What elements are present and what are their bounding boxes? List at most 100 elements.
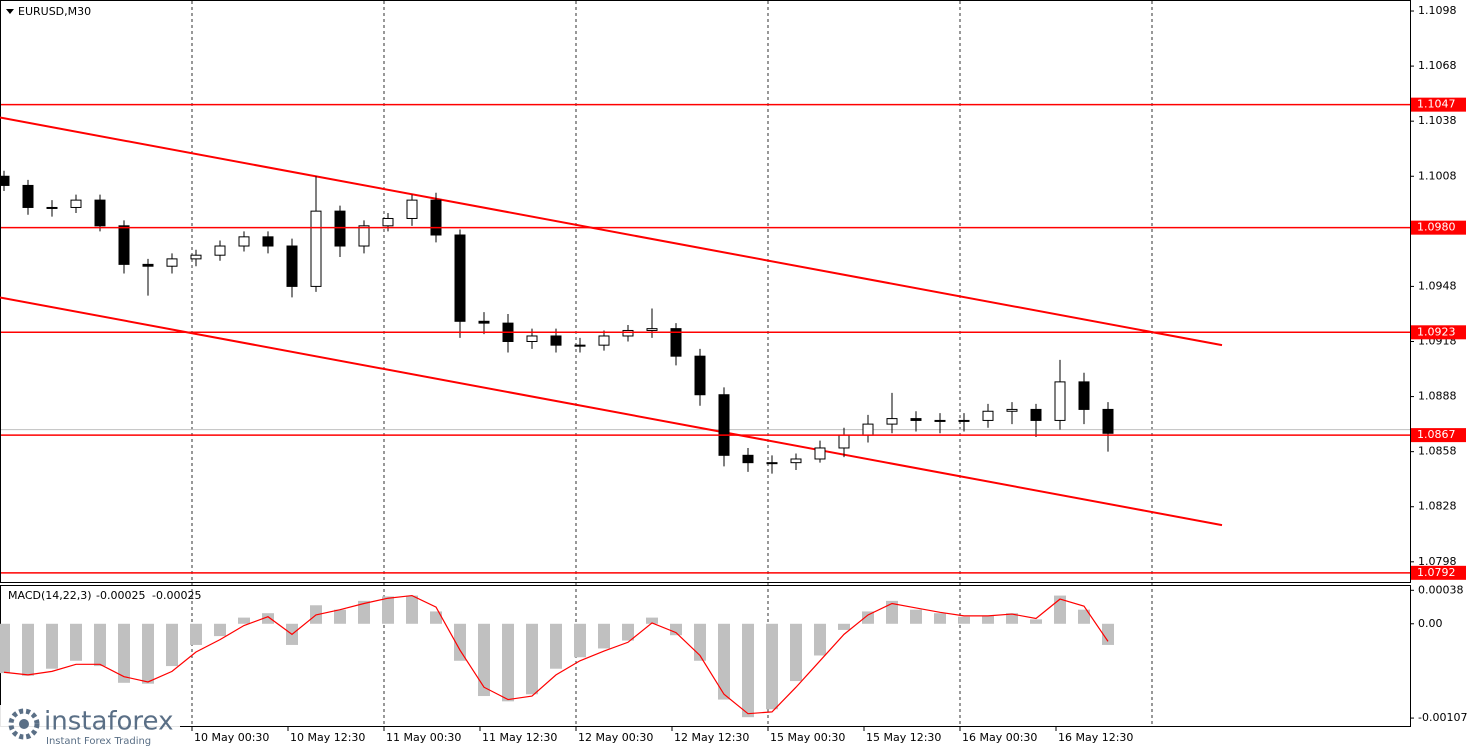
macd-histogram-bar <box>430 611 442 624</box>
macd-histogram-bar <box>958 616 970 624</box>
macd-histogram-bar <box>790 623 802 682</box>
x-tick-label: 10 May 00:30 <box>194 731 269 744</box>
candle-body <box>118 225 130 265</box>
x-tick-label: 15 May 00:30 <box>770 731 845 744</box>
watermark-bg <box>0 705 180 750</box>
watermark: instaforex Instant Forex Trading <box>0 705 180 750</box>
macd-histogram-bar <box>190 623 202 645</box>
x-tick-label: 11 May 12:30 <box>482 731 557 744</box>
macd-histogram-bar <box>910 609 922 624</box>
trend-line <box>0 296 1223 527</box>
candle-body <box>1054 381 1066 421</box>
macd-histogram-bar <box>814 623 826 656</box>
y-tick-label: 1.0828 <box>1418 500 1457 513</box>
candle-body <box>238 236 250 247</box>
candle-body <box>550 335 562 346</box>
y-tick-label: 1.1008 <box>1418 169 1457 182</box>
candle-body <box>358 225 370 247</box>
macd-histogram-bar <box>862 611 874 624</box>
macd-histogram-bar <box>46 623 58 669</box>
candle-body <box>382 217 394 227</box>
y-tick-label: 0.00038 <box>1418 583 1464 596</box>
candle-body <box>22 184 34 208</box>
macd-histogram-bar <box>742 623 754 718</box>
candle-body <box>670 328 682 357</box>
candle-body <box>262 236 274 247</box>
candle-body <box>958 419 970 422</box>
macd-histogram-bar <box>550 623 562 669</box>
candle-body <box>574 344 586 347</box>
macd-histogram-bar <box>766 623 778 710</box>
macd-histogram-bar <box>94 623 106 667</box>
macd-histogram-bar <box>70 623 82 661</box>
macd-histogram-bar <box>358 600 370 624</box>
candle-body <box>790 458 802 464</box>
macd-histogram-bar <box>1054 595 1066 624</box>
y-tick-label: 0.00 <box>1418 617 1443 630</box>
macd-histogram-bar <box>1030 619 1042 624</box>
y-tick-label: 1.0948 <box>1418 279 1457 292</box>
candle-body <box>430 199 442 236</box>
x-tick-label: 16 May 12:30 <box>1058 731 1133 744</box>
macd-histogram-bar <box>622 623 634 641</box>
macd-value: -0.00025 <box>96 589 145 602</box>
candle-body <box>886 418 898 425</box>
level-label-bg <box>1411 428 1466 443</box>
watermark-brand: instaforex <box>44 707 173 737</box>
macd-histogram-bar <box>526 623 538 695</box>
candle-body <box>478 320 490 324</box>
macd-histogram-bar <box>1078 609 1090 624</box>
macd-histogram-bar <box>670 623 682 636</box>
y-tick-label: 1.0888 <box>1418 390 1457 403</box>
candle-body <box>934 419 946 422</box>
macd-histogram-bar <box>1006 613 1018 624</box>
candle-body <box>190 254 202 260</box>
x-tick-label: 12 May 00:30 <box>578 731 653 744</box>
candle-body <box>742 454 754 464</box>
macd-histogram-bar <box>214 623 226 637</box>
watermark-tagline: Instant Forex Trading <box>46 736 151 747</box>
candle-body <box>766 462 778 465</box>
macd-histogram-bar <box>22 623 34 676</box>
macd-histogram-bar <box>934 613 946 624</box>
candle-body <box>70 199 82 208</box>
level-label: 1.1047 <box>1417 98 1456 111</box>
candle-body <box>94 199 106 227</box>
macd-histogram-bar <box>598 623 610 649</box>
candle-body <box>0 175 10 186</box>
candle-body <box>646 328 658 331</box>
macd-value: -0.00025 <box>152 589 201 602</box>
y-tick-label: 1.1068 <box>1418 59 1457 72</box>
candle-body <box>1102 408 1114 434</box>
candle-body <box>862 423 874 436</box>
level-label-bg <box>1411 97 1466 112</box>
macd-histogram-bar <box>982 615 994 624</box>
candle-body <box>166 258 178 267</box>
candle-body <box>622 329 634 337</box>
candle-body <box>910 418 922 421</box>
y-tick-label: 1.1038 <box>1418 114 1457 127</box>
candle-body <box>406 199 418 219</box>
candle-body <box>142 263 154 267</box>
x-tick-label: 15 May 12:30 <box>866 731 941 744</box>
watermark-icon <box>19 719 29 729</box>
level-label: 1.0792 <box>1417 566 1456 579</box>
macd-histogram-bar <box>886 600 898 624</box>
y-tick-label: 1.0858 <box>1418 445 1457 458</box>
y-tick-label: 1.1098 <box>1418 4 1457 17</box>
level-label-bg <box>1411 325 1466 340</box>
candle-body <box>526 335 538 342</box>
macd-histogram-bar <box>838 623 850 630</box>
macd-histogram-bar <box>334 609 346 624</box>
x-tick-label: 12 May 12:30 <box>674 731 749 744</box>
candle-body <box>814 447 826 460</box>
macd-histogram-bar <box>1102 623 1114 645</box>
symbol-menu-arrow[interactable] <box>6 9 14 14</box>
level-label: 1.0867 <box>1417 428 1456 441</box>
macd-label: MACD(14,22,3) <box>8 589 92 602</box>
candle-body <box>46 206 58 209</box>
symbol-label: EURUSD,M30 <box>18 5 91 18</box>
candle-body <box>982 410 994 421</box>
macd-histogram-bar <box>262 613 274 624</box>
trend-line <box>0 116 1223 347</box>
